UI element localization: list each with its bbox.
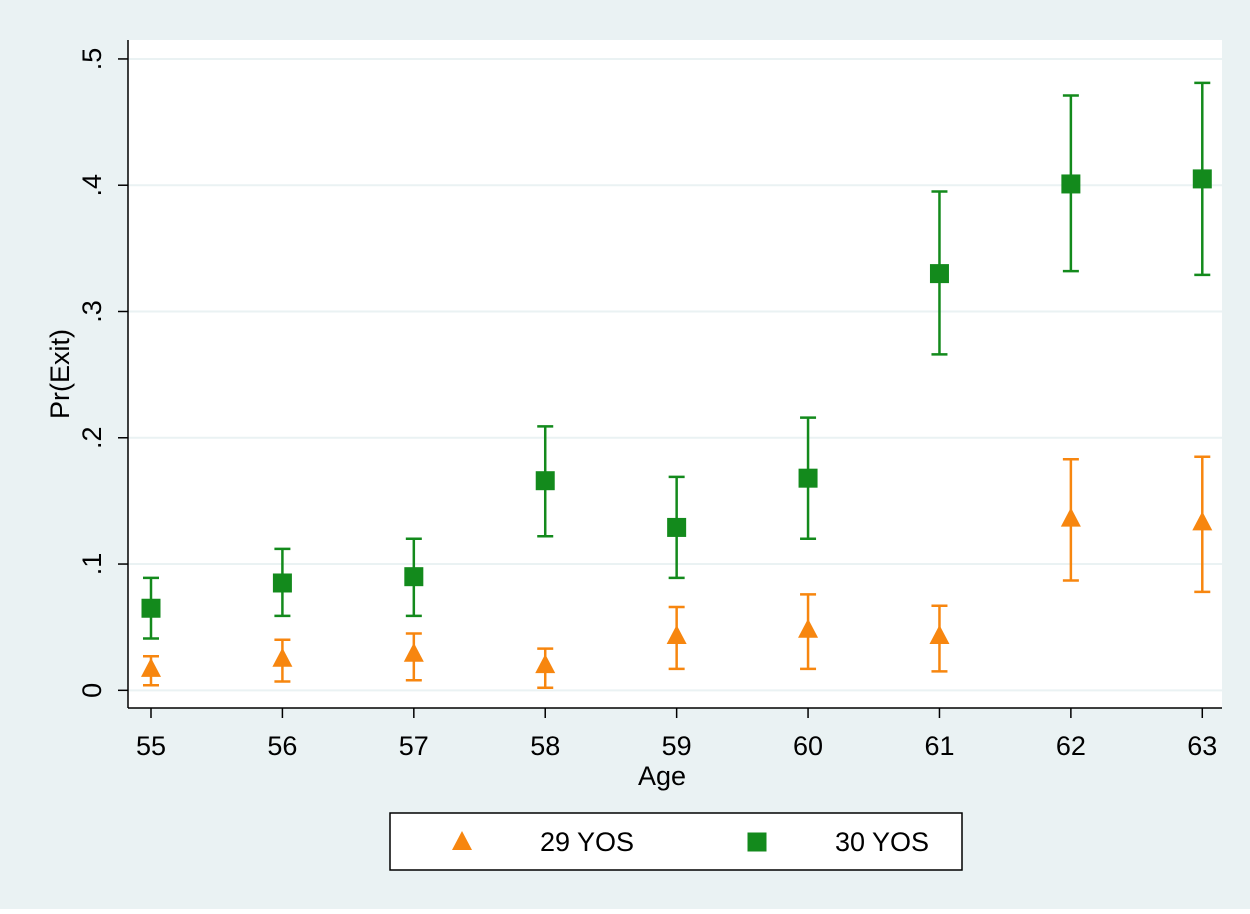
point bbox=[798, 618, 819, 638]
point bbox=[667, 517, 687, 537]
plot-area bbox=[128, 40, 1222, 708]
y-tick-label: .3 bbox=[77, 300, 107, 323]
y-axis-label: Pr(Exit) bbox=[45, 329, 75, 419]
y-tick-label: .2 bbox=[77, 427, 107, 450]
legend-label: 30 YOS bbox=[835, 827, 929, 857]
x-tick-label: 62 bbox=[1056, 731, 1086, 761]
x-tick-label: 61 bbox=[924, 731, 954, 761]
point bbox=[535, 654, 556, 674]
legend-box bbox=[389, 812, 963, 871]
point bbox=[140, 657, 161, 677]
point bbox=[1192, 511, 1213, 531]
legend-marker bbox=[747, 832, 767, 852]
point bbox=[1192, 169, 1212, 189]
point bbox=[141, 598, 161, 618]
legend-marker bbox=[452, 831, 472, 850]
point bbox=[666, 625, 687, 645]
x-tick-label: 63 bbox=[1187, 731, 1217, 761]
x-tick-label: 60 bbox=[793, 731, 823, 761]
y-tick-label: .1 bbox=[77, 553, 107, 576]
point bbox=[404, 567, 424, 587]
y-tick-label: 0 bbox=[77, 683, 107, 698]
point bbox=[929, 264, 949, 284]
x-tick-label: 55 bbox=[136, 731, 166, 761]
x-tick-label: 56 bbox=[267, 731, 297, 761]
y-tick-label: .5 bbox=[77, 48, 107, 71]
x-tick-label: 58 bbox=[530, 731, 560, 761]
y-tick-label: .4 bbox=[77, 174, 107, 197]
point bbox=[798, 468, 818, 488]
x-axis-label: Age bbox=[638, 761, 686, 791]
x-tick-label: 57 bbox=[399, 731, 429, 761]
x-tick-label: 59 bbox=[662, 731, 692, 761]
legend-label: 29 YOS bbox=[540, 827, 634, 857]
point bbox=[535, 471, 555, 491]
point bbox=[929, 625, 950, 645]
point bbox=[1061, 174, 1081, 194]
point bbox=[1060, 507, 1081, 527]
point bbox=[272, 647, 293, 667]
point bbox=[272, 573, 292, 593]
point bbox=[403, 642, 424, 662]
